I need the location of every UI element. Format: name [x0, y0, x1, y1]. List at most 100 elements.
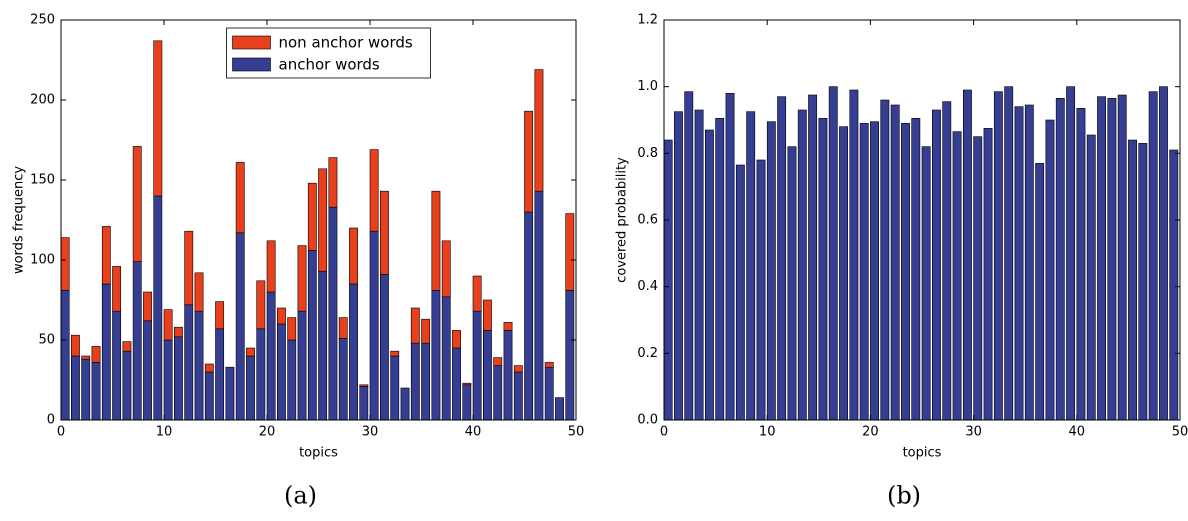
y-tick-label: 50: [38, 333, 55, 348]
bar: [684, 91, 694, 421]
bar: [1097, 96, 1106, 421]
bar: [400, 387, 410, 421]
bar: [174, 336, 183, 421]
bar: [101, 226, 111, 285]
bar: [452, 330, 461, 349]
x-tick-label: 10: [759, 425, 776, 440]
axes-frame: [60, 19, 577, 421]
bar: [849, 89, 859, 421]
y-axis-label: words frequency: [12, 166, 27, 274]
bar: [962, 89, 972, 421]
bar: [524, 211, 534, 421]
bar: [91, 346, 101, 363]
bar: [81, 355, 91, 360]
bar: [235, 232, 245, 421]
bar: [431, 190, 441, 291]
x-tick-label: 0: [660, 425, 668, 440]
bar: [1169, 149, 1179, 421]
bar: [328, 157, 338, 208]
bar: [1107, 98, 1117, 421]
bar: [266, 240, 276, 293]
bar: [952, 131, 962, 421]
legend-label: non anchor words: [279, 34, 413, 52]
bar: [725, 93, 735, 421]
bar: [112, 266, 122, 312]
bar: [184, 230, 194, 306]
y-tick-label: 100: [30, 253, 55, 268]
bar: [482, 330, 492, 421]
bar: [828, 86, 838, 421]
bar: [81, 358, 91, 421]
bar: [410, 307, 420, 344]
bar: [421, 342, 431, 421]
bar: [544, 362, 554, 368]
bar: [349, 283, 358, 421]
y-tick-label: 0: [47, 413, 55, 428]
bar: [266, 291, 276, 421]
bar: [1128, 139, 1137, 421]
x-tick-label: 30: [965, 425, 982, 440]
bar: [338, 338, 348, 421]
bar: [493, 365, 503, 421]
bar: [472, 275, 482, 312]
bar: [555, 397, 564, 421]
bar: [132, 261, 142, 421]
bar: [704, 129, 714, 421]
bar: [524, 110, 534, 213]
bar: [153, 195, 163, 421]
bar: [101, 283, 111, 421]
bar: [215, 328, 225, 421]
bar: [225, 366, 235, 421]
bar: [901, 123, 910, 421]
bar: [276, 323, 286, 421]
bar: [1159, 86, 1168, 421]
x-tick-label: 50: [1172, 425, 1188, 440]
bar: [215, 301, 225, 330]
bar: [1024, 104, 1034, 421]
bar: [1117, 94, 1127, 421]
bar: [143, 320, 152, 421]
bar: [307, 182, 317, 251]
bar: [462, 382, 472, 386]
y-tick-label: 1.2: [637, 13, 658, 28]
caption: (a): [284, 482, 317, 510]
bar: [777, 96, 787, 421]
bar: [441, 240, 451, 298]
bar: [674, 111, 683, 421]
bar: [694, 109, 704, 421]
bar: [379, 190, 389, 275]
bar: [349, 227, 358, 285]
bar: [839, 126, 848, 421]
bar: [1148, 91, 1158, 421]
bar: [143, 291, 152, 322]
bar: [472, 310, 482, 421]
x-axis-label: topics: [299, 446, 338, 461]
bar: [565, 213, 575, 291]
bar: [431, 290, 441, 421]
bar: [932, 109, 941, 421]
bar: [184, 304, 194, 421]
bar: [287, 339, 297, 421]
bar: [544, 366, 554, 421]
bar: [60, 290, 70, 421]
caption: (b): [887, 482, 921, 510]
bar: [132, 146, 142, 262]
y-tick-label: 200: [30, 93, 55, 108]
bar: [256, 280, 266, 330]
x-tick-label: 20: [862, 425, 879, 440]
bar: [256, 328, 266, 421]
x-tick-label: 20: [259, 425, 276, 440]
bar: [194, 310, 204, 421]
bar: [735, 164, 745, 421]
bar: [390, 350, 400, 357]
bar: [787, 146, 797, 421]
bar: [503, 330, 513, 421]
bar: [766, 121, 776, 421]
bar: [163, 309, 173, 341]
bar: [421, 318, 431, 344]
bar: [71, 355, 80, 421]
bar: [1055, 98, 1065, 421]
bar: [513, 365, 523, 373]
bar: [797, 109, 807, 421]
